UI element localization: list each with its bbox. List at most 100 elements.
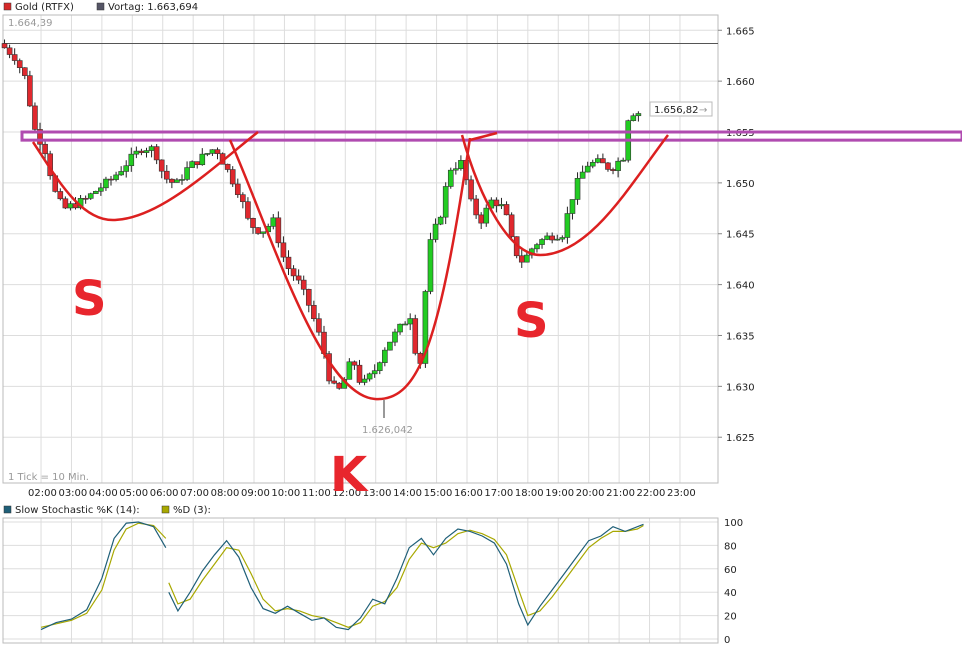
candle-body [57,191,64,200]
candle-body [387,341,393,351]
candle-body [356,364,363,383]
candle-body [498,204,505,207]
x-tick-label: 13:00 [363,488,392,499]
candle-body [600,158,606,164]
candle-body [559,237,566,240]
candle-body [508,214,515,237]
candle-body [42,143,48,155]
candle-body [468,179,474,200]
candle-body [635,113,642,117]
y-tick-label: 1.625 [726,433,755,444]
cross-line [469,131,498,142]
candle-body [138,150,145,153]
candle-body [108,178,114,181]
candle-body [16,60,23,69]
candle-body [290,268,297,277]
candle-body [630,115,637,121]
x-tick-label: 09:00 [241,488,270,499]
candle-body [473,198,479,216]
x-tick-label: 10:00 [271,488,300,499]
head-curve [228,137,472,401]
candle-body [189,161,195,168]
candle-body [169,178,175,183]
x-tick-label: 18:00 [515,488,544,499]
stoch-plot-frame [2,517,719,644]
candle-body [285,256,292,270]
candle-body [143,150,150,153]
x-tick-label: 22:00 [637,488,666,499]
candle-body [22,67,28,76]
candle-body [427,239,434,292]
candle-body [493,199,500,207]
main-plot-frame [2,14,719,484]
x-tick-label: 19:00 [545,488,574,499]
main-y-axis: 1.625 1.630 1.635 1.640 1.645 1.650 1.655 1.660… [718,26,755,444]
candle-body [123,165,130,172]
candle-body [569,199,576,214]
candle-body [331,380,337,384]
candle-body [316,318,322,333]
x-tick-label: 15:00 [424,488,453,499]
candle-body [336,382,343,389]
legend-stoch-d: %D (3): [173,505,211,516]
candle-body [6,47,13,55]
candle-body [209,149,216,154]
candle-body [483,207,490,224]
main-x-axis: 02:00 03:00 04:00 05:00 06:00 07:00 08:00 09:00… [28,488,696,499]
y-tick-label: 1.660 [726,77,755,88]
candle-body [371,370,378,375]
stoch-y-tick-label: 40 [724,588,737,599]
main-grid [3,15,718,483]
candle-body [234,183,241,195]
candle-body [478,214,484,224]
candle-body [382,349,388,363]
candle-body [422,291,429,364]
y-tick-label: 1.665 [726,26,755,37]
y-tick-label: 1.645 [726,230,755,241]
candle-body [214,149,221,154]
candle-body [158,159,165,172]
candle-body [98,187,104,192]
x-tick-label: 02:00 [28,488,57,499]
candle-body [610,169,616,171]
x-tick-label: 14:00 [393,488,422,499]
candle-body [574,178,581,200]
candle-body [128,153,135,167]
candle-body [453,168,459,171]
candle-body [174,179,180,183]
x-tick-label: 23:00 [667,488,696,499]
candle-body [199,153,206,166]
candle-body [260,231,266,234]
candle-body [539,239,545,245]
stoch-k-line [40,521,644,631]
stoch-y-tick-label: 20 [724,612,737,623]
x-tick-label: 20:00 [576,488,605,499]
candle-body [250,218,256,228]
candle-body [397,323,403,333]
candle-body [518,255,525,263]
candle-body [92,190,99,194]
candle-body [549,235,555,241]
candle-body [589,162,596,167]
candle-body [280,242,287,258]
annotation-head: K [330,447,369,503]
candle-body [366,373,373,380]
candle-body [179,179,185,181]
candle-body [153,146,160,161]
annotation-right-shoulder: S [514,293,549,349]
candle-body [300,279,307,290]
candle-body [82,198,89,200]
candle-body [412,318,419,354]
candle-body [113,174,119,180]
x-tick-label: 11:00 [302,488,331,499]
stoch-y-axis: 0 20 40 60 80 100 [724,518,743,646]
candle-body [346,361,353,380]
x-tick-label: 17:00 [484,488,513,499]
candle-body [295,275,302,281]
candle-body [11,54,18,61]
y-tick-label: 1.650 [726,179,755,190]
x-tick-label: 21:00 [606,488,635,499]
candle-body [524,254,530,263]
candle-body [620,159,626,162]
